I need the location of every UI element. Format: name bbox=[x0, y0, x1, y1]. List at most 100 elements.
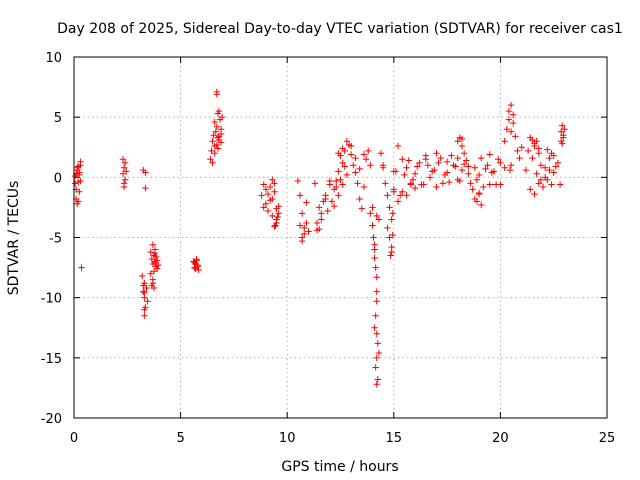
data-point bbox=[394, 142, 402, 150]
data-point bbox=[207, 156, 214, 163]
data-point bbox=[140, 288, 147, 295]
data-point bbox=[119, 156, 127, 163]
data-point bbox=[435, 159, 442, 167]
data-point bbox=[369, 222, 376, 229]
data-point bbox=[411, 170, 419, 177]
x-tick-labels: 0 5 10 15 20 25 bbox=[70, 431, 615, 446]
data-point bbox=[454, 138, 461, 145]
data-point bbox=[465, 163, 472, 170]
data-point bbox=[384, 224, 391, 232]
data-point bbox=[382, 180, 389, 187]
data-point bbox=[529, 154, 536, 162]
data-point bbox=[473, 198, 481, 205]
data-point bbox=[403, 192, 410, 199]
data-point bbox=[439, 180, 447, 187]
data-point bbox=[76, 171, 83, 179]
data-point bbox=[77, 158, 84, 165]
data-point bbox=[371, 241, 378, 248]
data-point bbox=[388, 248, 395, 256]
data-point bbox=[456, 177, 464, 185]
data-point bbox=[475, 189, 483, 197]
data-point bbox=[473, 176, 481, 183]
data-point bbox=[141, 312, 148, 319]
x-tick-label: 20 bbox=[492, 431, 509, 446]
data-point bbox=[375, 349, 383, 357]
data-point bbox=[335, 192, 342, 199]
data-point bbox=[392, 168, 400, 175]
data-point bbox=[73, 200, 81, 208]
data-point bbox=[399, 188, 406, 195]
data-point bbox=[71, 180, 79, 187]
data-point bbox=[460, 160, 468, 168]
data-point bbox=[139, 272, 146, 280]
data-point bbox=[544, 146, 551, 153]
data-point bbox=[360, 183, 368, 191]
plot-frame bbox=[73, 56, 608, 419]
data-point bbox=[311, 180, 319, 187]
data-point bbox=[426, 174, 434, 181]
data-point bbox=[373, 330, 380, 337]
data-point bbox=[305, 228, 312, 235]
data-point bbox=[374, 376, 382, 383]
data-point bbox=[507, 162, 515, 169]
data-point bbox=[195, 266, 202, 274]
data-point bbox=[486, 151, 493, 158]
data-point bbox=[352, 154, 359, 162]
data-point bbox=[120, 164, 128, 171]
data-point bbox=[531, 140, 538, 147]
data-point bbox=[121, 159, 129, 167]
data-point bbox=[546, 154, 553, 162]
data-point bbox=[389, 231, 396, 239]
data-point bbox=[326, 181, 334, 188]
data-point bbox=[271, 188, 278, 195]
chart-title: Day 208 of 2025, Sidereal Day-to-day VTE… bbox=[57, 21, 623, 37]
data-point bbox=[294, 177, 302, 185]
data-point bbox=[371, 254, 378, 262]
data-point bbox=[529, 136, 536, 144]
data-point bbox=[141, 280, 148, 287]
data-point bbox=[478, 154, 485, 162]
data-point bbox=[120, 180, 128, 187]
data-point bbox=[399, 156, 406, 163]
data-points bbox=[71, 88, 568, 388]
data-point bbox=[264, 207, 272, 215]
data-point bbox=[339, 159, 346, 167]
data-point bbox=[424, 162, 432, 169]
data-point bbox=[354, 180, 361, 187]
data-point bbox=[341, 163, 348, 170]
data-point bbox=[358, 205, 366, 212]
data-point bbox=[550, 169, 557, 176]
data-point bbox=[384, 192, 391, 199]
data-point bbox=[214, 145, 222, 152]
data-point bbox=[539, 183, 547, 191]
data-point bbox=[389, 210, 396, 217]
data-point bbox=[503, 126, 510, 133]
data-point bbox=[303, 219, 310, 227]
data-point bbox=[296, 222, 304, 229]
data-point bbox=[217, 126, 225, 133]
data-point bbox=[431, 166, 438, 174]
x-tick-label: 0 bbox=[70, 431, 78, 446]
data-point bbox=[374, 340, 382, 347]
data-point bbox=[548, 181, 555, 188]
data-point bbox=[443, 158, 451, 165]
data-point bbox=[367, 162, 374, 169]
data-point bbox=[260, 181, 267, 188]
data-point bbox=[367, 210, 374, 217]
data-point bbox=[335, 150, 342, 157]
x-axis-label: GPS time / hours bbox=[281, 459, 398, 475]
data-point bbox=[531, 190, 538, 198]
data-point bbox=[501, 164, 508, 171]
data-point bbox=[352, 169, 359, 176]
data-point bbox=[149, 241, 157, 248]
data-point bbox=[560, 134, 567, 141]
data-point bbox=[272, 222, 279, 229]
data-point bbox=[151, 249, 159, 257]
x-tick-label: 5 bbox=[176, 431, 184, 446]
data-point bbox=[541, 164, 549, 171]
data-point bbox=[78, 264, 85, 271]
data-point bbox=[482, 165, 489, 173]
data-point bbox=[362, 156, 370, 163]
data-point bbox=[505, 116, 513, 123]
